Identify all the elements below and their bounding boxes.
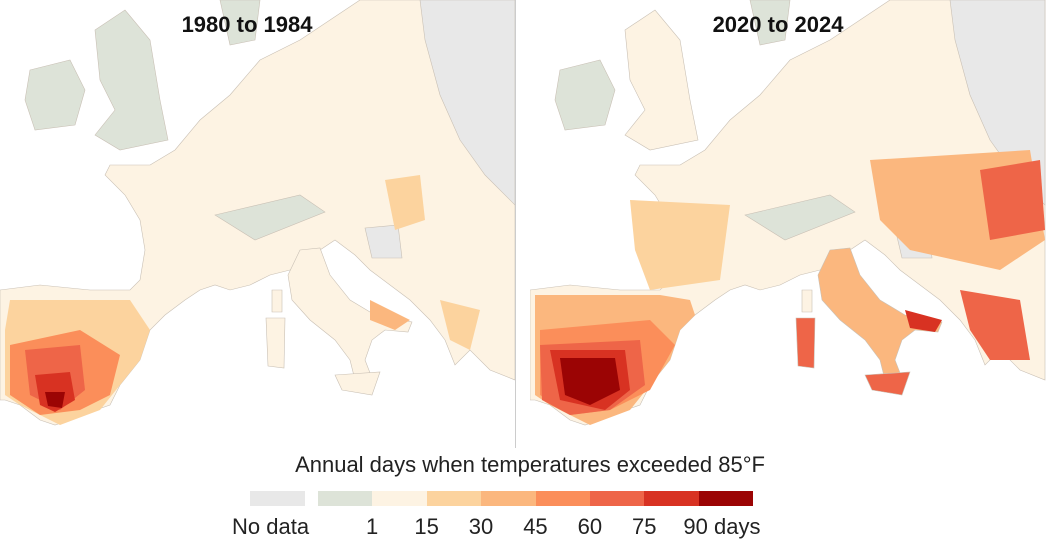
no-data-east	[419, 0, 515, 206]
land-uk	[94, 9, 169, 151]
heat-greece-30	[440, 300, 480, 350]
heat-italy-45	[370, 300, 410, 330]
panel-title-2020: 2020 to 2024	[712, 12, 844, 37]
legend-tick-label: 75	[632, 514, 657, 539]
legend-swatch	[372, 491, 427, 506]
map-2020-2024	[530, 0, 1046, 426]
map-1980-1984	[0, 0, 515, 426]
legend-swatch	[318, 491, 373, 506]
land-sardinia	[265, 317, 286, 369]
land-sicily	[334, 371, 381, 396]
land-norway	[749, 0, 791, 46]
legend-title: Annual days when temperatures exceeded 8…	[295, 452, 765, 477]
legend-label-no-data: No data	[232, 514, 310, 539]
land-italy	[817, 247, 943, 381]
heat-greece-75	[960, 290, 1030, 360]
heat-apulia-90	[905, 310, 942, 332]
legend-swatch-no-data	[250, 491, 305, 506]
land-italy	[287, 247, 413, 381]
land-corsica	[271, 289, 283, 313]
panel-divider	[515, 0, 516, 448]
legend-swatch	[481, 491, 536, 506]
legend-tick-label: 30	[468, 514, 494, 539]
no-data-bosnia	[364, 224, 403, 259]
land-sicily	[864, 371, 911, 396]
land-uk	[624, 9, 699, 151]
legend-tick-label: 60	[577, 514, 603, 539]
legend-tick-label: 1	[366, 514, 379, 539]
heat-iberia-90plus	[45, 392, 65, 408]
legend-swatch	[426, 491, 482, 506]
land-ireland	[24, 59, 86, 131]
heat-romania-75	[980, 160, 1045, 240]
legend-tick-label: 45	[523, 514, 548, 539]
land-sardinia	[795, 317, 816, 369]
heat-iberia-90plus	[560, 358, 620, 405]
legend-swatch	[535, 491, 591, 506]
land-corsica	[801, 289, 813, 313]
land-alps	[214, 194, 326, 241]
legend-swatch	[644, 491, 699, 506]
land-ireland	[554, 59, 616, 131]
legend-tick-label: 90 days	[683, 514, 761, 539]
heat-hungary-30	[385, 175, 425, 230]
land-norway	[219, 0, 261, 46]
heat-france-30	[630, 200, 730, 290]
land-alps	[744, 194, 856, 241]
panel-title-1980: 1980 to 1984	[181, 12, 313, 37]
legend-tick-label: 15	[414, 514, 439, 539]
legend-swatch	[590, 491, 645, 506]
legend-swatch	[698, 491, 754, 506]
